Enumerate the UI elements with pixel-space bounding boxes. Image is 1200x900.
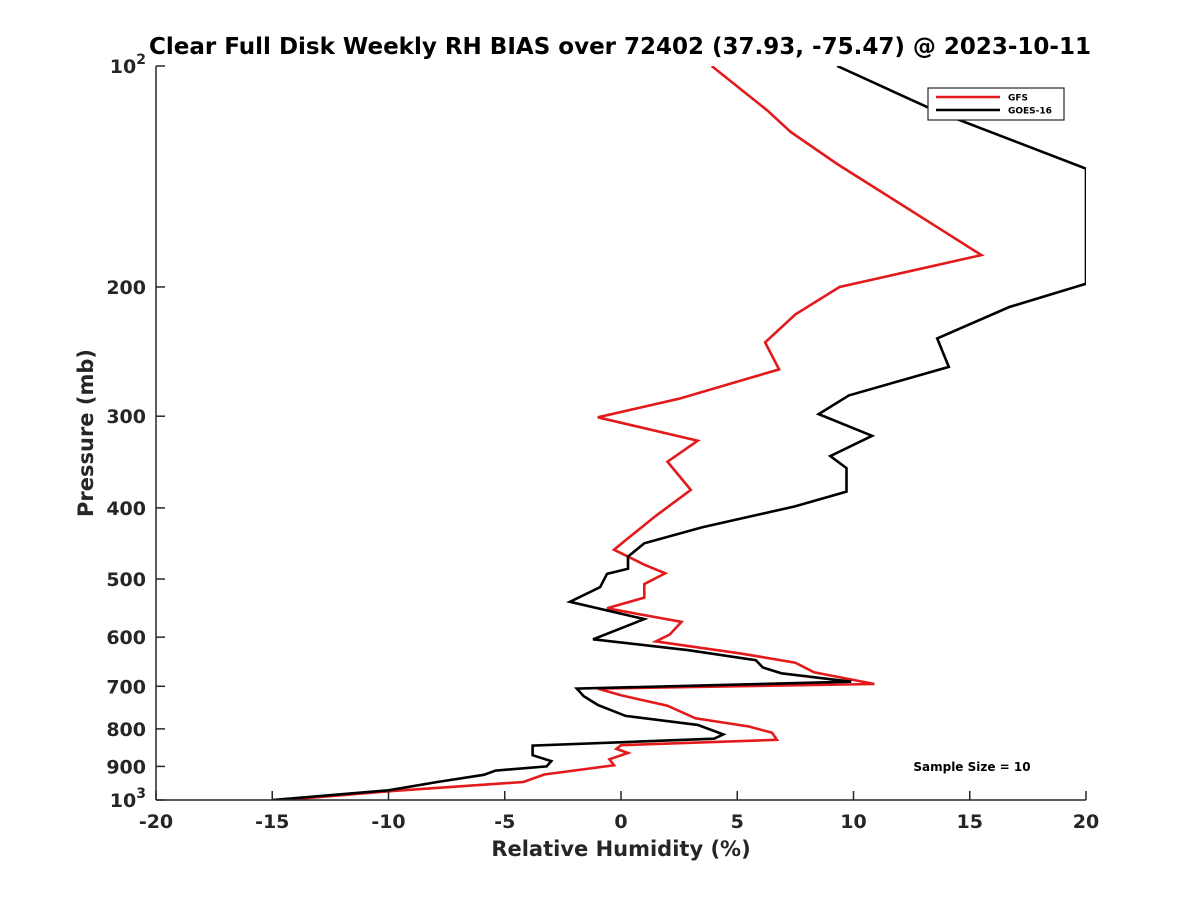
y-tick-label: 200 <box>106 277 146 299</box>
x-tick-label: 15 <box>957 811 983 833</box>
x-tick-label: 0 <box>614 811 627 833</box>
x-tick-label: 20 <box>1073 811 1099 833</box>
chart-title: Clear Full Disk Weekly RH BIAS over 7240… <box>149 34 1091 60</box>
y-tick-label: 900 <box>106 756 146 778</box>
plot-area <box>272 66 1086 800</box>
x-axis-label: Relative Humidity (%) <box>491 837 750 861</box>
series-line-gfs <box>283 66 985 800</box>
legend-box <box>927 87 1065 121</box>
x-tick-label: 10 <box>840 811 866 833</box>
y-tick-label: 103 <box>110 786 146 812</box>
legend-label: GFS <box>1008 94 1028 104</box>
x-tick-label: -10 <box>371 811 405 833</box>
y-tick-label: 300 <box>106 406 146 428</box>
y-tick-label: 800 <box>106 719 146 741</box>
x-tick-label: -20 <box>139 811 173 833</box>
x-tick-label: -15 <box>255 811 289 833</box>
y-tick-label: 102 <box>110 52 146 78</box>
legend-label: GOES-16 <box>1008 107 1052 117</box>
sample-size-annotation: Sample Size = 10 <box>913 760 1030 774</box>
y-tick-label: 700 <box>106 676 146 698</box>
x-tick-label: -5 <box>494 811 515 833</box>
y-tick-label: 500 <box>106 569 146 591</box>
legend: GFS GOES-16 <box>927 87 1065 121</box>
series-line-goes-16 <box>272 66 1086 800</box>
axes: -20 -15 -10 -5 0 5 10 15 20 102 200 300 400 500 600 700… <box>106 52 1099 833</box>
y-tick-label: 600 <box>106 627 146 649</box>
y-tick-label: 400 <box>106 498 146 520</box>
y-axis-label: Pressure (mb) <box>74 349 98 517</box>
x-tick-label: 5 <box>731 811 744 833</box>
